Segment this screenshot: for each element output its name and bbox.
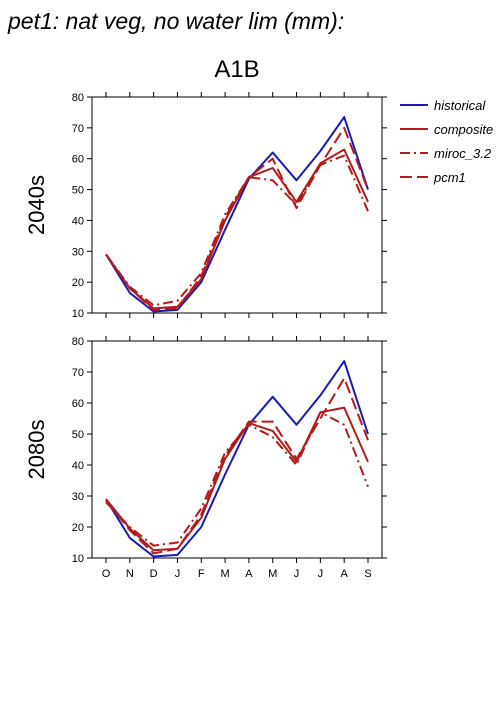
legend-entry: historical [434,98,486,113]
x-tick-label: M [268,568,277,580]
legend-entry: miroc_3.2 [434,146,492,161]
x-tick-label: A [245,568,253,580]
y-tick-label: 20 [72,277,84,289]
x-tick-label: J [175,568,181,580]
series-line-composite [105,406,369,552]
y-tick-label: 40 [72,215,84,227]
series-line-composite [105,148,369,310]
x-tick-label: J [318,568,324,580]
y-tick-label: 30 [72,491,84,503]
row-label: 2080s [24,420,49,480]
y-tick-label: 40 [72,460,84,472]
y-tick-label: 30 [72,246,84,258]
y-tick-label: 10 [72,308,84,320]
y-tick-label: 60 [72,398,84,410]
x-tick-label: A [341,568,349,580]
y-tick-label: 70 [72,123,84,135]
series-line-miroc-3-2 [105,411,369,547]
y-tick-label: 70 [72,367,84,379]
series-line-historical [105,116,369,313]
y-tick-label: 50 [72,185,84,197]
y-tick-label: 10 [72,553,84,565]
legend-entry: pcm1 [433,170,466,185]
x-tick-label: D [150,568,158,580]
plot-frame [91,340,383,559]
series-line-pcm1 [105,377,369,555]
x-tick-label: O [102,568,111,580]
series-line-pcm1 [105,126,369,311]
y-tick-label: 80 [72,92,84,104]
scenario-title: A1B [214,56,260,83]
x-tick-label: S [364,568,371,580]
page-title: pet1: nat veg, no water lim (mm): [8,8,345,34]
y-tick-label: 60 [72,154,84,166]
plot-frame [91,96,383,314]
y-tick-label: 50 [72,429,84,441]
y-tick-label: 80 [72,336,84,348]
row-label: 2040s [24,175,49,235]
x-tick-label: J [294,568,300,580]
x-tick-label: N [126,568,134,580]
y-tick-label: 20 [72,522,84,534]
series-line-miroc-3-2 [105,154,369,307]
x-tick-label: F [198,568,205,580]
x-tick-label: M [221,568,230,580]
legend-entry: composite [434,122,493,137]
series-line-historical [105,360,369,558]
